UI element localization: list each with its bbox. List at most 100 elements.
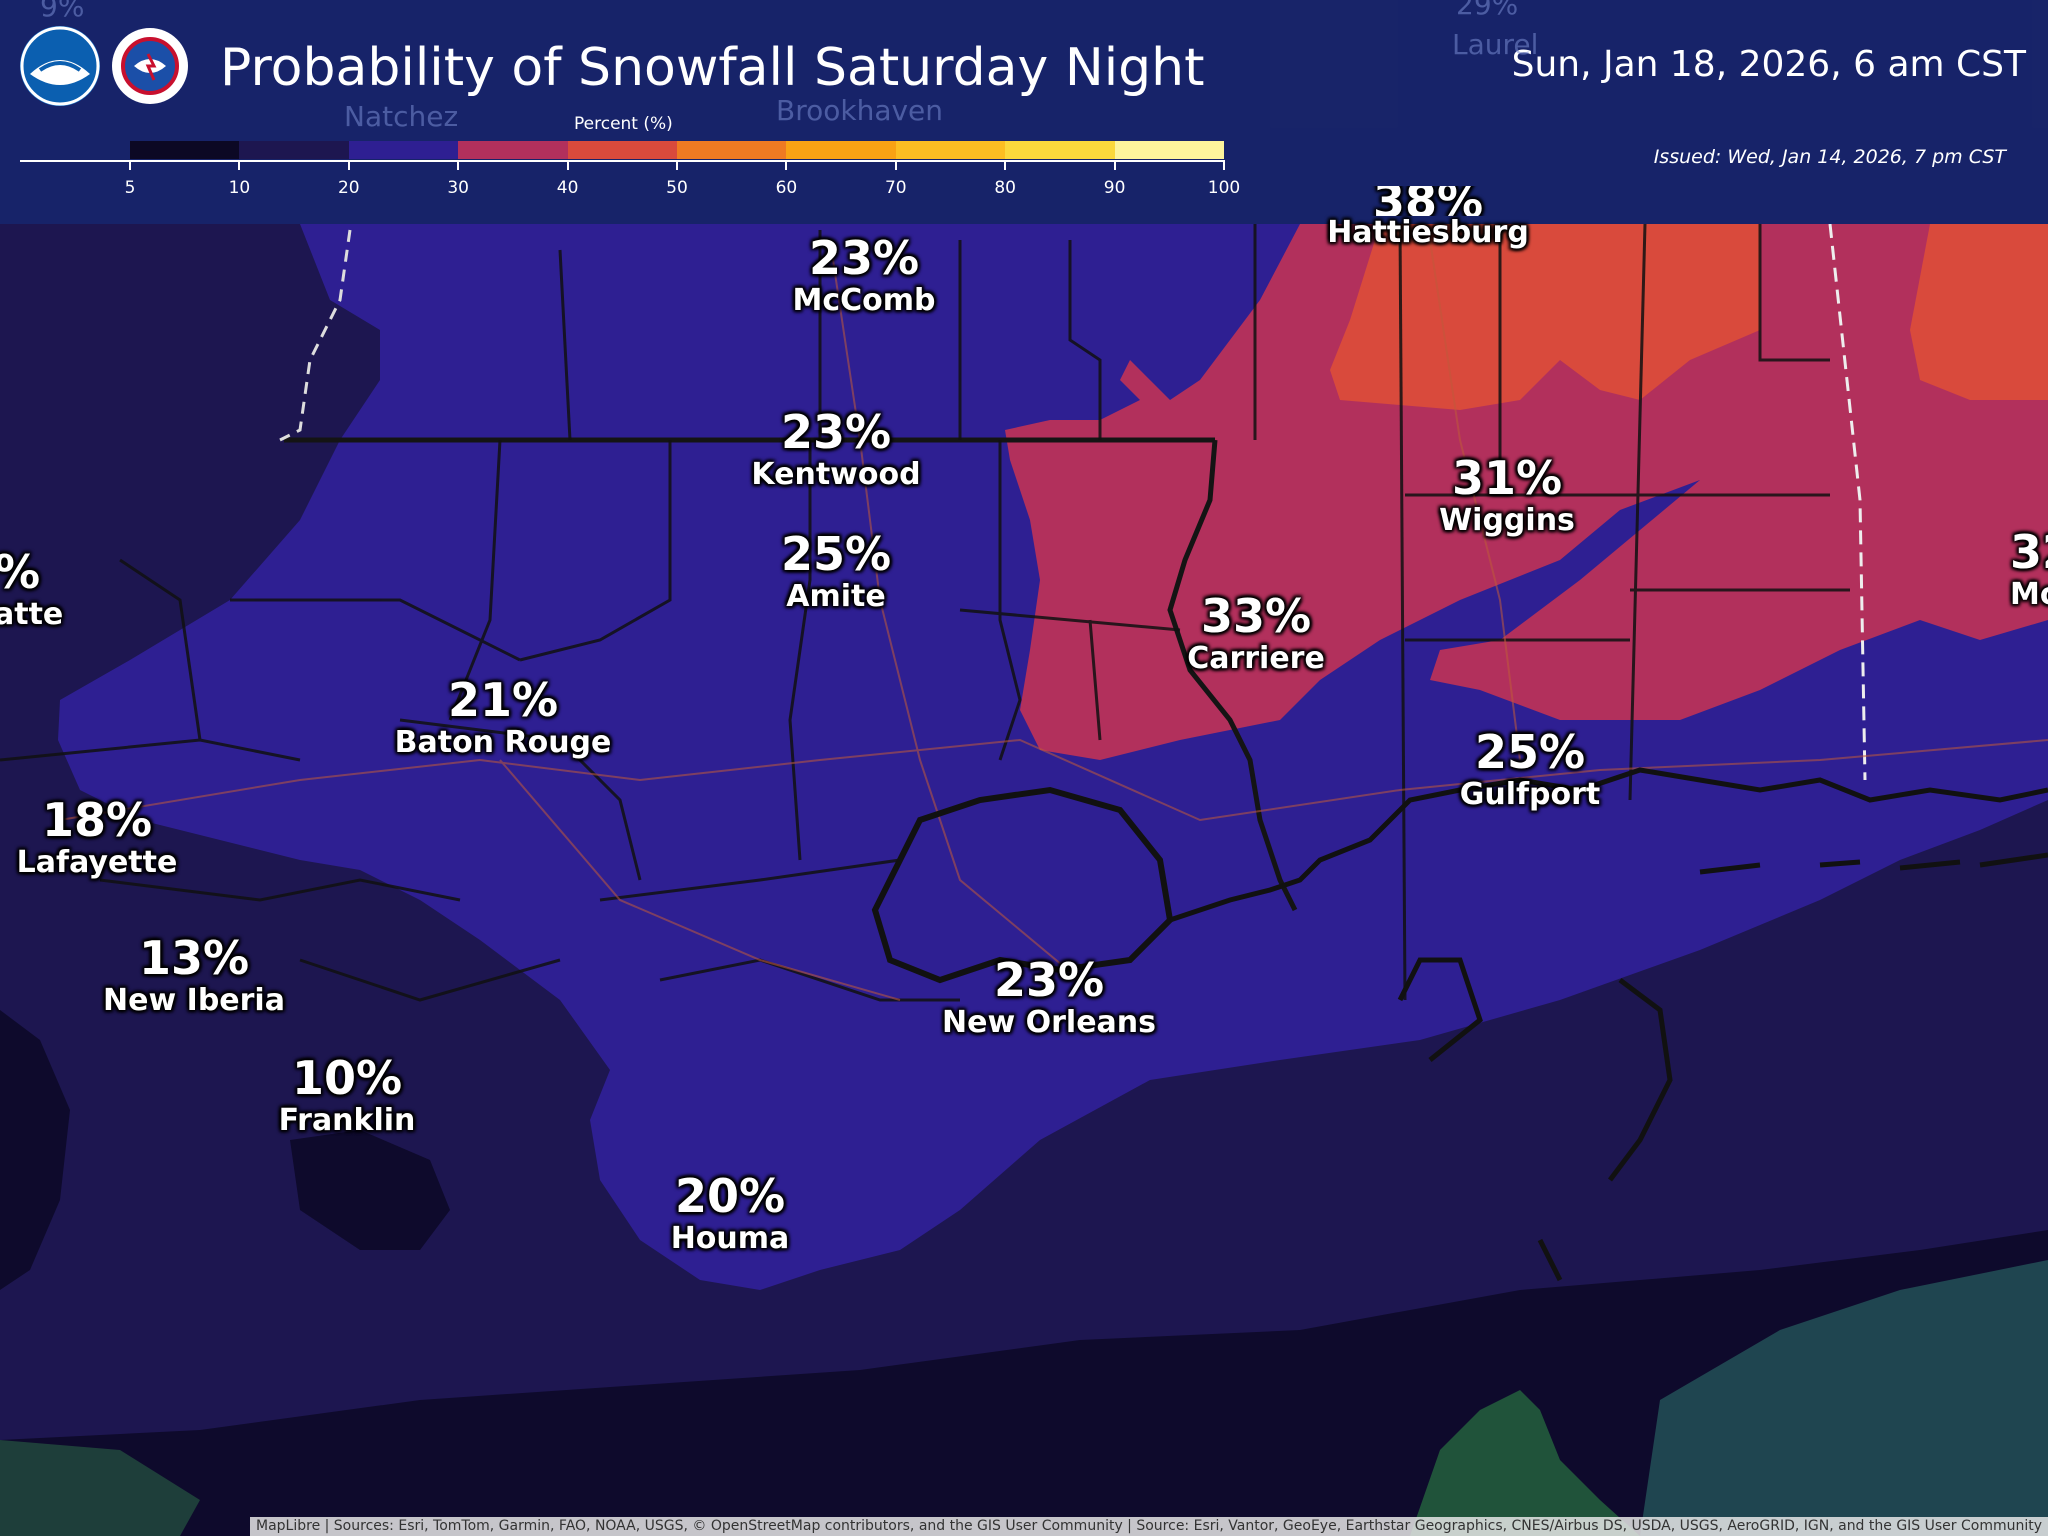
map-attribution: MapLibre | Sources: Esri, TomTom, Garmin… [250, 1517, 2048, 1536]
highways [59, 239, 2048, 1001]
wiggins-name: Wiggins [1439, 503, 1575, 538]
national-weather-service-logo[interactable] [110, 26, 190, 106]
hattiesburg-label[interactable]: 38% Hattiesburg [1327, 186, 1529, 250]
barrier-islands [1397, 852, 2048, 1282]
legend-tick [457, 160, 460, 170]
legend-swatch [1005, 141, 1115, 159]
pearl-river-border [1167, 439, 1298, 912]
hattiesburg-name: Hattiesburg [1327, 215, 1529, 250]
valid-time: Sun, Jan 18, 2026, 6 am CST [1511, 44, 2026, 85]
kentwood-label[interactable]: 23% Kentwood [751, 406, 920, 492]
mccomb-percent: 23% [808, 231, 920, 285]
legend-swatch [458, 141, 568, 159]
new-iberia-percent: 13% [138, 931, 250, 985]
amite-label[interactable]: 25% Amite [781, 528, 891, 614]
new-iberia-name: New Iberia [103, 983, 285, 1018]
pct-label-top-right: 29% [1456, 0, 1519, 21]
city-label-natchez: Natchez [344, 100, 459, 133]
baton-rouge-label[interactable]: 21% Baton Rouge [395, 674, 612, 760]
baton-rouge-percent: 21% [447, 673, 559, 727]
wiggins-label[interactable]: 31% Wiggins [1439, 452, 1575, 538]
new-orleans-name: New Orleans [942, 1005, 1156, 1040]
franklin-percent: 10% [291, 1051, 403, 1105]
legend-tick-label: 50 [666, 178, 688, 198]
probability-band-5-10-west [0, 1010, 70, 1290]
legend-tick [347, 160, 350, 170]
partial-left-name: atte [0, 597, 64, 632]
coastal-land-southwest [0, 1440, 200, 1536]
new-iberia-label[interactable]: 13% New Iberia [103, 932, 285, 1018]
probability-band-40-50-hattiesburg [1330, 224, 1760, 410]
legend-swatch [786, 141, 896, 159]
legend-axis-line [20, 160, 1224, 162]
legend-tick-label: 20 [337, 178, 360, 198]
legend-tick [676, 160, 678, 170]
noaa-logo[interactable] [20, 26, 100, 106]
gulf-water [1640, 1260, 2048, 1536]
page-title: Probability of Snowfall Saturday Night [220, 38, 1205, 98]
issued-time: Issued: Wed, Jan 14, 2026, 7 pm CST [1653, 146, 2006, 168]
legend-tick-label: 90 [1103, 178, 1126, 198]
city-label-brookhaven: Brookhaven [776, 94, 944, 127]
kentwood-name: Kentwood [751, 457, 921, 492]
legend-tick [1223, 160, 1225, 170]
lafayette-name: Lafayette [16, 845, 178, 880]
gulfport-percent: 25% [1474, 725, 1586, 779]
houma-label[interactable]: 20% Houma [671, 1170, 790, 1256]
gulfport-label[interactable]: 25% Gulfport [1460, 726, 1601, 812]
legend-tick-label: 40 [556, 178, 579, 198]
partial-left-label[interactable]: % atte [0, 546, 63, 632]
probability-band-30-40 [1005, 224, 2048, 760]
legend-swatch [677, 141, 787, 159]
mccomb-name: McComb [792, 283, 936, 318]
nws-emblem-icon [112, 28, 188, 104]
new-orleans-label[interactable]: 23% New Orleans [942, 954, 1156, 1040]
legend-tick [566, 160, 569, 170]
baton-rouge-name: Baton Rouge [394, 725, 612, 760]
city-label-laurel: Laurel [1452, 28, 1539, 61]
legend-tick [894, 160, 897, 170]
mobile-percent: 32% [2010, 525, 2048, 579]
franklin-name: Franklin [278, 1103, 416, 1138]
lafayette-label[interactable]: 18% Lafayette [17, 794, 178, 880]
hattiesburg-percent: 38% [1372, 186, 1484, 216]
noaa-bird-icon [20, 26, 100, 106]
houma-name: Houma [670, 1221, 790, 1256]
wiggins-percent: 31% [1451, 451, 1563, 505]
legend-swatch [348, 141, 459, 159]
header-panel: Probability of Snowfall Saturday Night S… [0, 0, 2048, 224]
carriere-percent: 33% [1200, 589, 1312, 643]
legend-title: Percent (%) [574, 114, 673, 134]
legend-tick-label: 100 [1207, 178, 1241, 198]
mississippi-river-border [279, 229, 352, 442]
mobile-name: Mob [2010, 577, 2048, 612]
legend-tick-label: 30 [447, 178, 469, 198]
legend-tick [1004, 160, 1007, 170]
legend-swatch [567, 141, 678, 159]
mccomb-label[interactable]: 23% McComb [793, 232, 936, 318]
carriere-name: Carriere [1187, 641, 1325, 676]
lake-pontchartrain [871, 786, 1174, 984]
legend-tick-label: 5 [124, 178, 136, 198]
legend-swatch [895, 141, 1006, 159]
franklin-label[interactable]: 10% Franklin [279, 1052, 416, 1138]
lafayette-percent: 18% [41, 793, 153, 847]
coastline [1169, 767, 2048, 923]
pct-label-top-left: 9% [40, 0, 85, 23]
legend-swatch [130, 141, 240, 159]
gulfport-name: Gulfport [1459, 777, 1601, 812]
legend-tick-label: 70 [884, 178, 907, 198]
legend-tick-label: 10 [228, 178, 251, 198]
legend-tick [129, 160, 131, 170]
amite-percent: 25% [780, 527, 892, 581]
delta-land [1410, 1390, 1640, 1536]
legend-tick-label: 80 [994, 178, 1016, 198]
legend-color-bar [130, 141, 1225, 159]
mobile-label[interactable]: 32% Mob [2010, 526, 2048, 612]
carriere-label[interactable]: 33% Carriere [1187, 590, 1325, 676]
amite-name: Amite [786, 579, 886, 614]
legend-tick-label: 60 [775, 178, 798, 198]
county-lines [0, 223, 1850, 1002]
